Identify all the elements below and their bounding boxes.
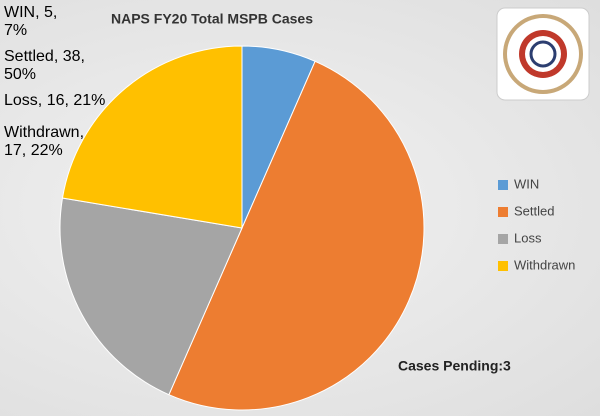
legend-label: WIN [514,176,539,191]
legend-label: Loss [514,230,542,245]
legend-label: Settled [514,203,554,218]
legend-label: Withdrawn [514,257,575,272]
logo [496,7,590,101]
legend-marker [498,234,508,244]
data-label: Settled, 38, 50% [4,48,85,83]
data-label: Withdrawn, 17, 22% [4,124,85,159]
pie-slice [59,197,243,396]
pie-slice [168,60,425,411]
annotation: Cases Pending:3 [398,358,511,374]
legend-marker [498,261,508,271]
pie-slice [61,45,243,229]
chart-title: NAPS FY20 Total MSPB Cases [111,11,313,27]
legend-marker [498,207,508,217]
data-label: Loss, 16, 21% [4,92,106,109]
legend-marker [498,180,508,190]
data-label: WIN, 5, 7% [4,4,58,39]
